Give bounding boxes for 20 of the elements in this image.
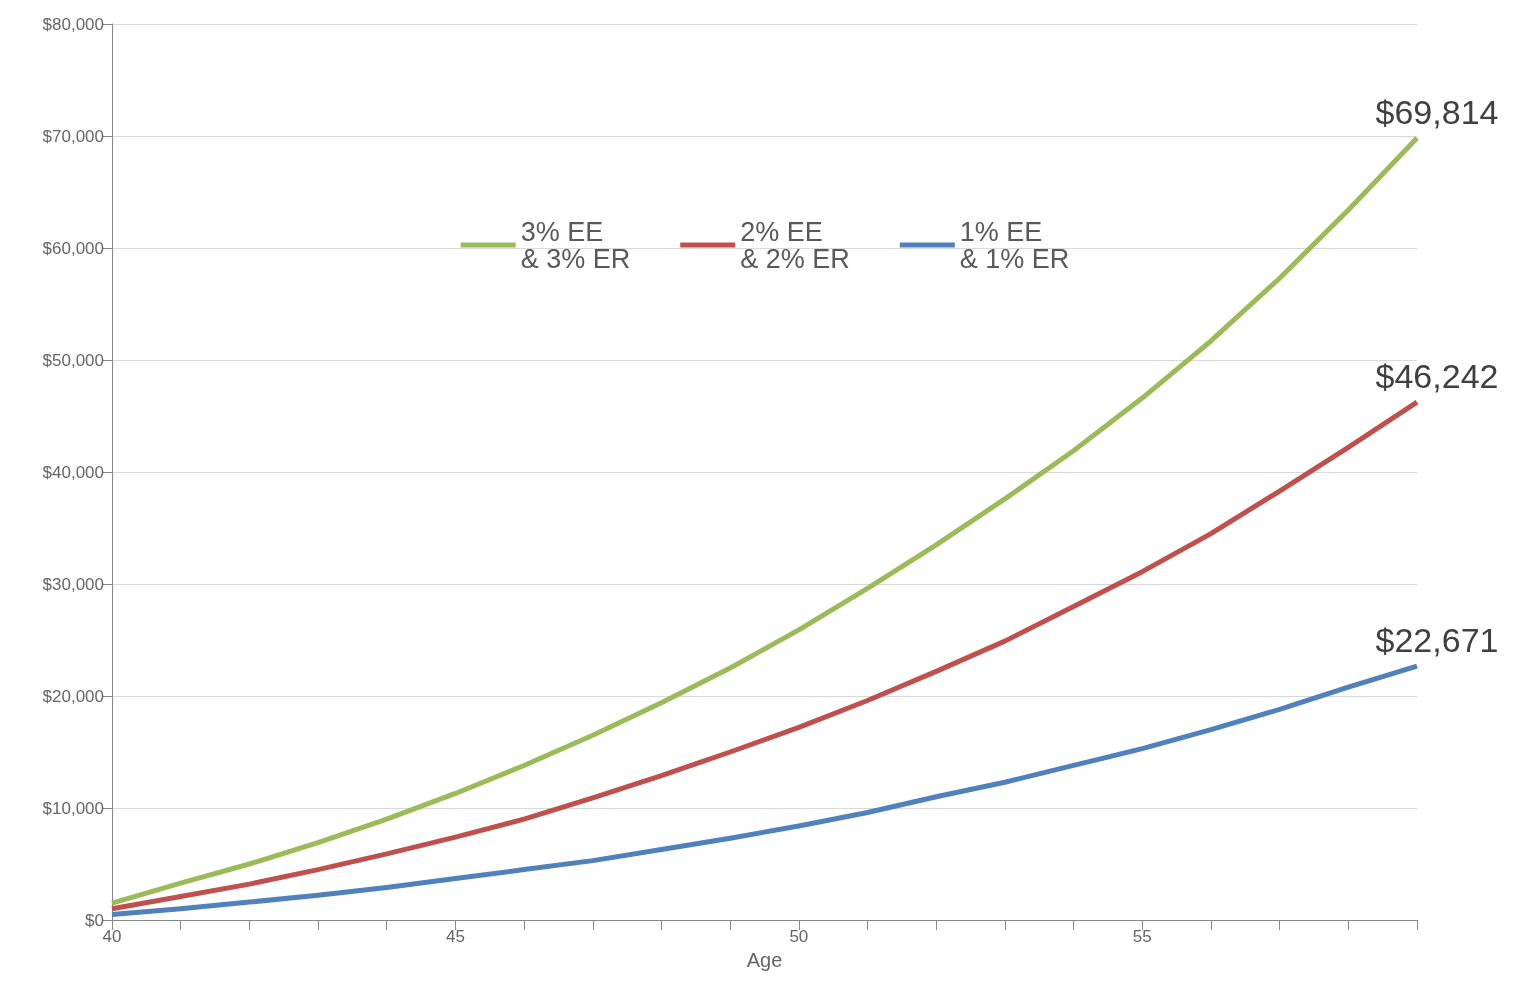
legend-label: 1% EE & 1% ER [959, 216, 1070, 274]
legend-label: 3% EE & 3% ER [520, 216, 631, 274]
y-tick-label: $70,000 [42, 126, 104, 146]
data-label: $46,242 [1375, 357, 1499, 396]
x-tick-label: 40 [102, 927, 122, 946]
x-tick-label: 50 [789, 927, 809, 946]
x-tick-label: 45 [445, 927, 465, 946]
y-tick-label: $40,000 [42, 462, 104, 482]
y-tick-label: $30,000 [42, 574, 104, 594]
data-label: $69,814 [1375, 93, 1499, 132]
y-tick-label: $0 [85, 910, 104, 930]
x-axis-title: Age [746, 948, 783, 971]
y-tick-label: $10,000 [42, 798, 104, 818]
y-tick-label: $20,000 [42, 686, 104, 706]
y-tick-label: $80,000 [42, 14, 104, 34]
legend-label: 2% EE & 2% ER [740, 216, 850, 274]
data-label: $22,671 [1375, 621, 1499, 660]
x-tick-label: 55 [1132, 927, 1152, 946]
y-tick-label: $60,000 [42, 238, 104, 258]
y-tick-label: $50,000 [42, 350, 104, 370]
